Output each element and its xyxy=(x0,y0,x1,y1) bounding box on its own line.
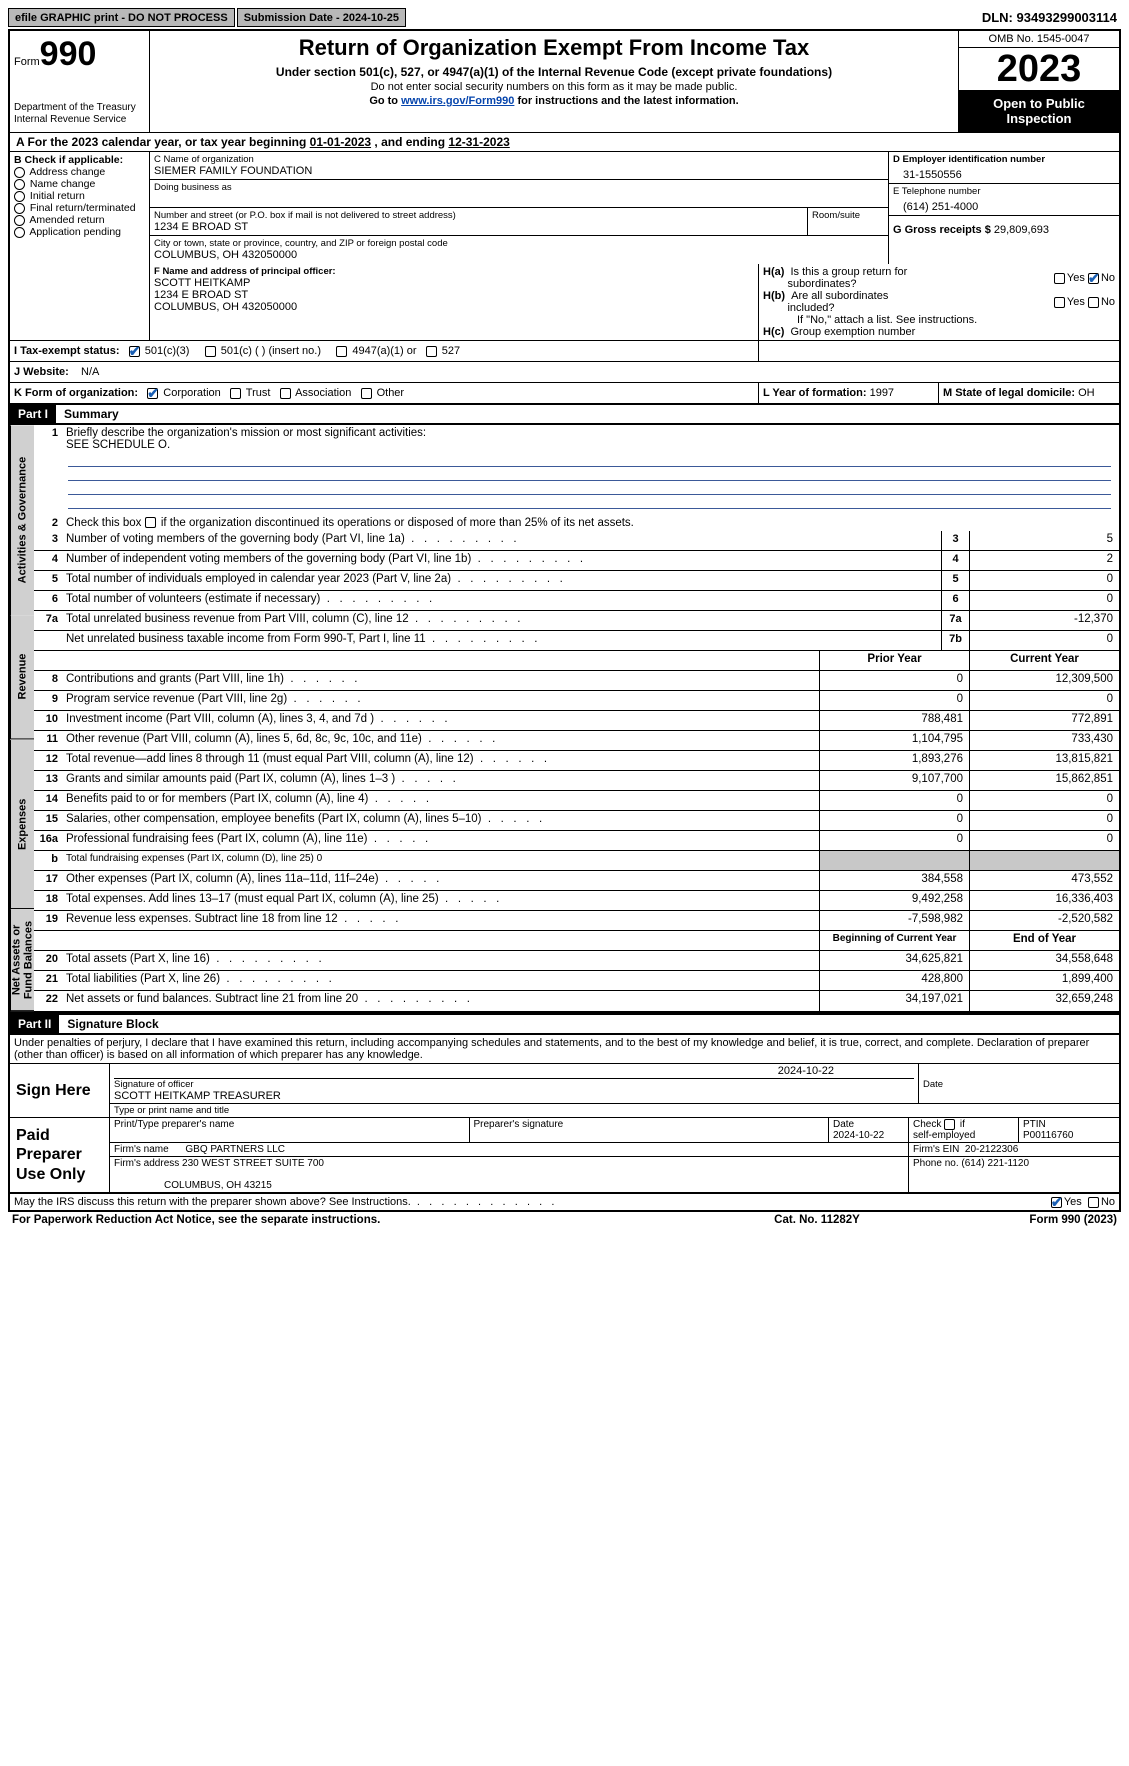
checkbox-4947[interactable] xyxy=(336,346,347,357)
checkbox-trust[interactable] xyxy=(230,388,241,399)
checkbox-irs-no[interactable] xyxy=(1088,1197,1099,1208)
checkbox-501c[interactable] xyxy=(205,346,216,357)
part-2-header: Part II Signature Block xyxy=(8,1013,1121,1035)
box-i: I Tax-exempt status: 501(c)(3) 501(c) ( … xyxy=(10,341,759,362)
signature-block: Sign Here 2024-10-22 Signature of office… xyxy=(8,1064,1121,1194)
line-a-tax-year: A For the 2023 calendar year, or tax yea… xyxy=(8,132,1121,151)
checkbox-association[interactable] xyxy=(280,388,291,399)
tax-year: 2023 xyxy=(959,48,1119,90)
form-subtitle-1: Under section 501(c), 527, or 4947(a)(1)… xyxy=(158,65,950,79)
org-street: 1234 E BROAD ST xyxy=(154,221,803,233)
vtab-expenses: Expenses xyxy=(10,740,34,909)
org-name: SIEMER FAMILY FOUNDATION xyxy=(154,165,884,177)
penalties-statement: Under penalties of perjury, I declare th… xyxy=(8,1035,1121,1064)
checkbox-ha-yes[interactable] xyxy=(1054,273,1065,284)
submission-date: Submission Date - 2024-10-25 xyxy=(237,8,406,27)
box-j: J Website: N/A xyxy=(10,362,759,382)
omb-number: OMB No. 1545-0047 xyxy=(959,31,1119,48)
form-subtitle-2: Do not enter social security numbers on … xyxy=(158,81,950,93)
form-subtitle-3: Go to www.irs.gov/Form990 for instructio… xyxy=(158,95,950,107)
paid-preparer-label: Paid Preparer Use Only xyxy=(10,1118,110,1192)
department-label: Department of the TreasuryInternal Reven… xyxy=(14,102,145,126)
org-city: COLUMBUS, OH 432050000 xyxy=(154,249,884,261)
page-footer: For Paperwork Reduction Act Notice, see … xyxy=(8,1212,1121,1228)
may-irs-discuss: May the IRS discuss this return with the… xyxy=(8,1194,1121,1212)
checkbox-hb-yes[interactable] xyxy=(1054,297,1065,308)
checkbox-irs-yes[interactable] xyxy=(1051,1197,1062,1208)
checkbox-final-return[interactable] xyxy=(14,203,25,214)
checkbox-application-pending[interactable] xyxy=(14,227,25,238)
sign-here-label: Sign Here xyxy=(10,1064,110,1117)
box-l: L Year of formation: 1997 xyxy=(759,383,939,403)
box-f: F Name and address of principal officer:… xyxy=(150,264,759,340)
checkbox-other[interactable] xyxy=(361,388,372,399)
box-g: G Gross receipts $ 29,809,693 xyxy=(889,216,1119,244)
box-k: K Form of organization: Corporation Trus… xyxy=(10,383,759,403)
checkbox-name-change[interactable] xyxy=(14,179,25,190)
officer-block: F Name and address of principal officer:… xyxy=(8,264,1121,341)
checkbox-address-change[interactable] xyxy=(14,167,25,178)
box-m: M State of legal domicile: OH xyxy=(939,383,1119,403)
checkbox-amended-return[interactable] xyxy=(14,215,25,226)
box-b: B Check if applicable: Address change Na… xyxy=(10,152,150,264)
box-e: E Telephone number (614) 251-4000 xyxy=(889,184,1119,216)
top-bar: efile GRAPHIC print - DO NOT PROCESS Sub… xyxy=(8,8,1121,27)
entity-block: B Check if applicable: Address change Na… xyxy=(8,151,1121,264)
checkbox-ha-no[interactable] xyxy=(1088,273,1099,284)
irs-link[interactable]: www.irs.gov/Form990 xyxy=(401,95,514,107)
form-title: Return of Organization Exempt From Incom… xyxy=(158,35,950,61)
form-number: Form990 xyxy=(14,35,145,74)
vtab-governance: Activities & Governance xyxy=(10,425,34,615)
checkbox-527[interactable] xyxy=(426,346,437,357)
checkbox-self-employed[interactable] xyxy=(944,1119,955,1130)
checkbox-hb-no[interactable] xyxy=(1088,297,1099,308)
vtab-netassets: Net Assets or Fund Balances xyxy=(10,909,34,1011)
form-header: Form990 Department of the TreasuryIntern… xyxy=(8,29,1121,132)
summary-section: Activities & Governance Revenue Expenses… xyxy=(8,425,1121,1013)
dln: DLN: 93493299003114 xyxy=(978,8,1121,27)
part-1-header: Part I Summary xyxy=(8,405,1121,425)
box-h: H(a) Is this a group return for subordin… xyxy=(759,264,1119,340)
checkbox-initial-return[interactable] xyxy=(14,191,25,202)
checkbox-discontinued[interactable] xyxy=(145,517,156,528)
box-d: D Employer identification number 31-1550… xyxy=(889,152,1119,184)
checkbox-501c3[interactable] xyxy=(129,346,140,357)
vtab-revenue: Revenue xyxy=(10,615,34,739)
checkbox-corporation[interactable] xyxy=(147,388,158,399)
box-c: C Name of organization SIEMER FAMILY FOU… xyxy=(150,152,889,264)
efile-button[interactable]: efile GRAPHIC print - DO NOT PROCESS xyxy=(8,8,235,27)
open-to-public: Open to Public Inspection xyxy=(959,90,1119,132)
